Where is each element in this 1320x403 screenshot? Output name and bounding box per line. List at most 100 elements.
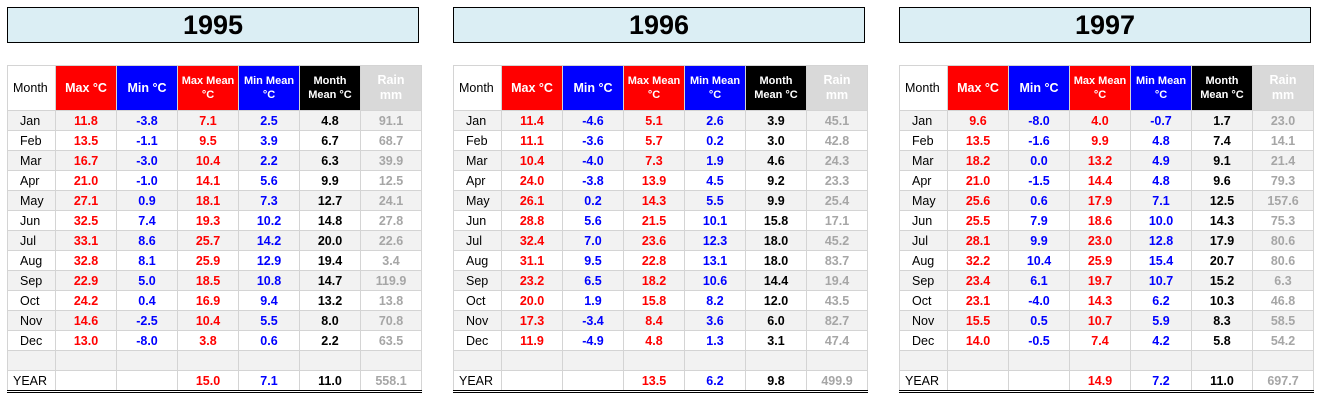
rain-cell[interactable]: 39.9 — [360, 150, 422, 171]
empty-cell[interactable] — [1008, 370, 1070, 393]
month-cell[interactable]: Sep — [453, 270, 502, 291]
rain-cell[interactable]: 79.3 — [1252, 170, 1314, 191]
header-min-mean[interactable]: Min Mean °C — [684, 65, 746, 111]
min-mean-cell[interactable]: 5.9 — [1130, 310, 1192, 331]
min-mean-cell[interactable]: 4.5 — [684, 170, 746, 191]
month-mean-cell[interactable]: 8.3 — [1191, 310, 1253, 331]
max-mean-cell[interactable]: 18.5 — [177, 270, 239, 291]
max-cell[interactable]: 11.9 — [501, 330, 563, 351]
year-label[interactable]: YEAR — [899, 370, 948, 393]
max-mean-cell[interactable]: 9.9 — [1069, 130, 1131, 151]
month-cell[interactable]: May — [899, 190, 948, 211]
month-mean-cell[interactable]: 19.4 — [299, 250, 361, 271]
month-mean-cell[interactable]: 9.1 — [1191, 150, 1253, 171]
max-cell[interactable]: 13.5 — [55, 130, 117, 151]
min-mean-cell[interactable]: 14.2 — [238, 230, 300, 251]
month-mean-cell[interactable]: 18.0 — [745, 250, 807, 271]
empty-cell[interactable] — [299, 350, 361, 371]
min-cell[interactable]: -4.0 — [562, 150, 624, 171]
month-mean-cell[interactable]: 14.7 — [299, 270, 361, 291]
month-mean-cell[interactable]: 12.0 — [745, 290, 807, 311]
header-month-mean[interactable]: Month Mean °C — [1191, 65, 1253, 111]
min-mean-cell[interactable]: 8.2 — [684, 290, 746, 311]
max-cell[interactable]: 11.4 — [501, 110, 563, 131]
month-mean-cell[interactable]: 7.4 — [1191, 130, 1253, 151]
min-cell[interactable]: 5.0 — [116, 270, 178, 291]
rain-cell[interactable]: 68.7 — [360, 130, 422, 151]
rain-cell[interactable]: 27.8 — [360, 210, 422, 231]
month-mean-cell[interactable]: 14.4 — [745, 270, 807, 291]
max-mean-cell[interactable]: 9.5 — [177, 130, 239, 151]
month-mean-cell[interactable]: 9.6 — [1191, 170, 1253, 191]
min-mean-cell[interactable]: 12.8 — [1130, 230, 1192, 251]
min-cell[interactable]: 0.6 — [1008, 190, 1070, 211]
min-mean-cell[interactable]: -0.7 — [1130, 110, 1192, 131]
rain-cell[interactable]: 3.4 — [360, 250, 422, 271]
month-cell[interactable]: Dec — [899, 330, 948, 351]
min-cell[interactable]: -3.8 — [562, 170, 624, 191]
month-mean-cell[interactable]: 18.0 — [745, 230, 807, 251]
max-cell[interactable]: 32.5 — [55, 210, 117, 231]
min-mean-cell[interactable]: 12.9 — [238, 250, 300, 271]
rain-cell[interactable]: 21.4 — [1252, 150, 1314, 171]
rain-cell[interactable]: 70.8 — [360, 310, 422, 331]
min-mean-cell[interactable]: 0.2 — [684, 130, 746, 151]
header-rain[interactable]: Rain mm — [806, 65, 868, 111]
rain-cell[interactable]: 14.1 — [1252, 130, 1314, 151]
month-cell[interactable]: Aug — [899, 250, 948, 271]
month-cell[interactable]: Feb — [899, 130, 948, 151]
max-mean-cell[interactable]: 4.8 — [623, 330, 685, 351]
max-mean-cell[interactable]: 19.3 — [177, 210, 239, 231]
min-cell[interactable]: -1.0 — [116, 170, 178, 191]
rain-cell[interactable]: 24.3 — [806, 150, 868, 171]
empty-cell[interactable] — [7, 350, 56, 371]
month-mean-cell[interactable]: 8.0 — [299, 310, 361, 331]
min-mean-cell[interactable]: 4.9 — [1130, 150, 1192, 171]
rain-cell[interactable]: 22.6 — [360, 230, 422, 251]
min-cell[interactable]: 0.5 — [1008, 310, 1070, 331]
max-cell[interactable]: 13.5 — [947, 130, 1009, 151]
min-mean-cell[interactable]: 5.5 — [238, 310, 300, 331]
max-cell[interactable]: 24.0 — [501, 170, 563, 191]
month-cell[interactable]: Sep — [7, 270, 56, 291]
month-cell[interactable]: Jan — [7, 110, 56, 131]
year-month-mean[interactable]: 9.8 — [745, 370, 807, 393]
month-cell[interactable]: Aug — [453, 250, 502, 271]
min-mean-cell[interactable]: 5.5 — [684, 190, 746, 211]
empty-cell[interactable] — [947, 370, 1009, 393]
month-cell[interactable]: Jan — [453, 110, 502, 131]
min-cell[interactable]: -4.6 — [562, 110, 624, 131]
month-cell[interactable]: Jul — [453, 230, 502, 251]
min-cell[interactable]: -3.6 — [562, 130, 624, 151]
header-month-mean[interactable]: Month Mean °C — [745, 65, 807, 111]
year-title[interactable]: 1997 — [899, 7, 1311, 43]
empty-cell[interactable] — [623, 350, 685, 371]
rain-cell[interactable]: 80.6 — [1252, 230, 1314, 251]
header-min-mean[interactable]: Min Mean °C — [1130, 65, 1192, 111]
header-month[interactable]: Month — [899, 65, 948, 111]
max-mean-cell[interactable]: 18.2 — [623, 270, 685, 291]
max-cell[interactable]: 25.5 — [947, 210, 1009, 231]
month-mean-cell[interactable]: 2.2 — [299, 330, 361, 351]
empty-cell[interactable] — [899, 350, 948, 371]
month-cell[interactable]: Nov — [7, 310, 56, 331]
year-rain[interactable]: 558.1 — [360, 370, 422, 393]
month-mean-cell[interactable]: 9.9 — [299, 170, 361, 191]
month-mean-cell[interactable]: 20.0 — [299, 230, 361, 251]
max-cell[interactable]: 10.4 — [501, 150, 563, 171]
max-cell[interactable]: 21.0 — [947, 170, 1009, 191]
year-label[interactable]: YEAR — [7, 370, 56, 393]
month-cell[interactable]: Dec — [7, 330, 56, 351]
year-min-mean[interactable]: 7.2 — [1130, 370, 1192, 393]
month-cell[interactable]: Jun — [453, 210, 502, 231]
rain-cell[interactable]: 80.6 — [1252, 250, 1314, 271]
month-mean-cell[interactable]: 15.2 — [1191, 270, 1253, 291]
header-max-mean[interactable]: Max Mean °C — [177, 65, 239, 111]
min-cell[interactable]: 7.0 — [562, 230, 624, 251]
month-cell[interactable]: Feb — [7, 130, 56, 151]
month-mean-cell[interactable]: 14.3 — [1191, 210, 1253, 231]
empty-cell[interactable] — [1252, 350, 1314, 371]
min-mean-cell[interactable]: 10.2 — [238, 210, 300, 231]
min-cell[interactable]: 7.9 — [1008, 210, 1070, 231]
header-max-mean[interactable]: Max Mean °C — [1069, 65, 1131, 111]
